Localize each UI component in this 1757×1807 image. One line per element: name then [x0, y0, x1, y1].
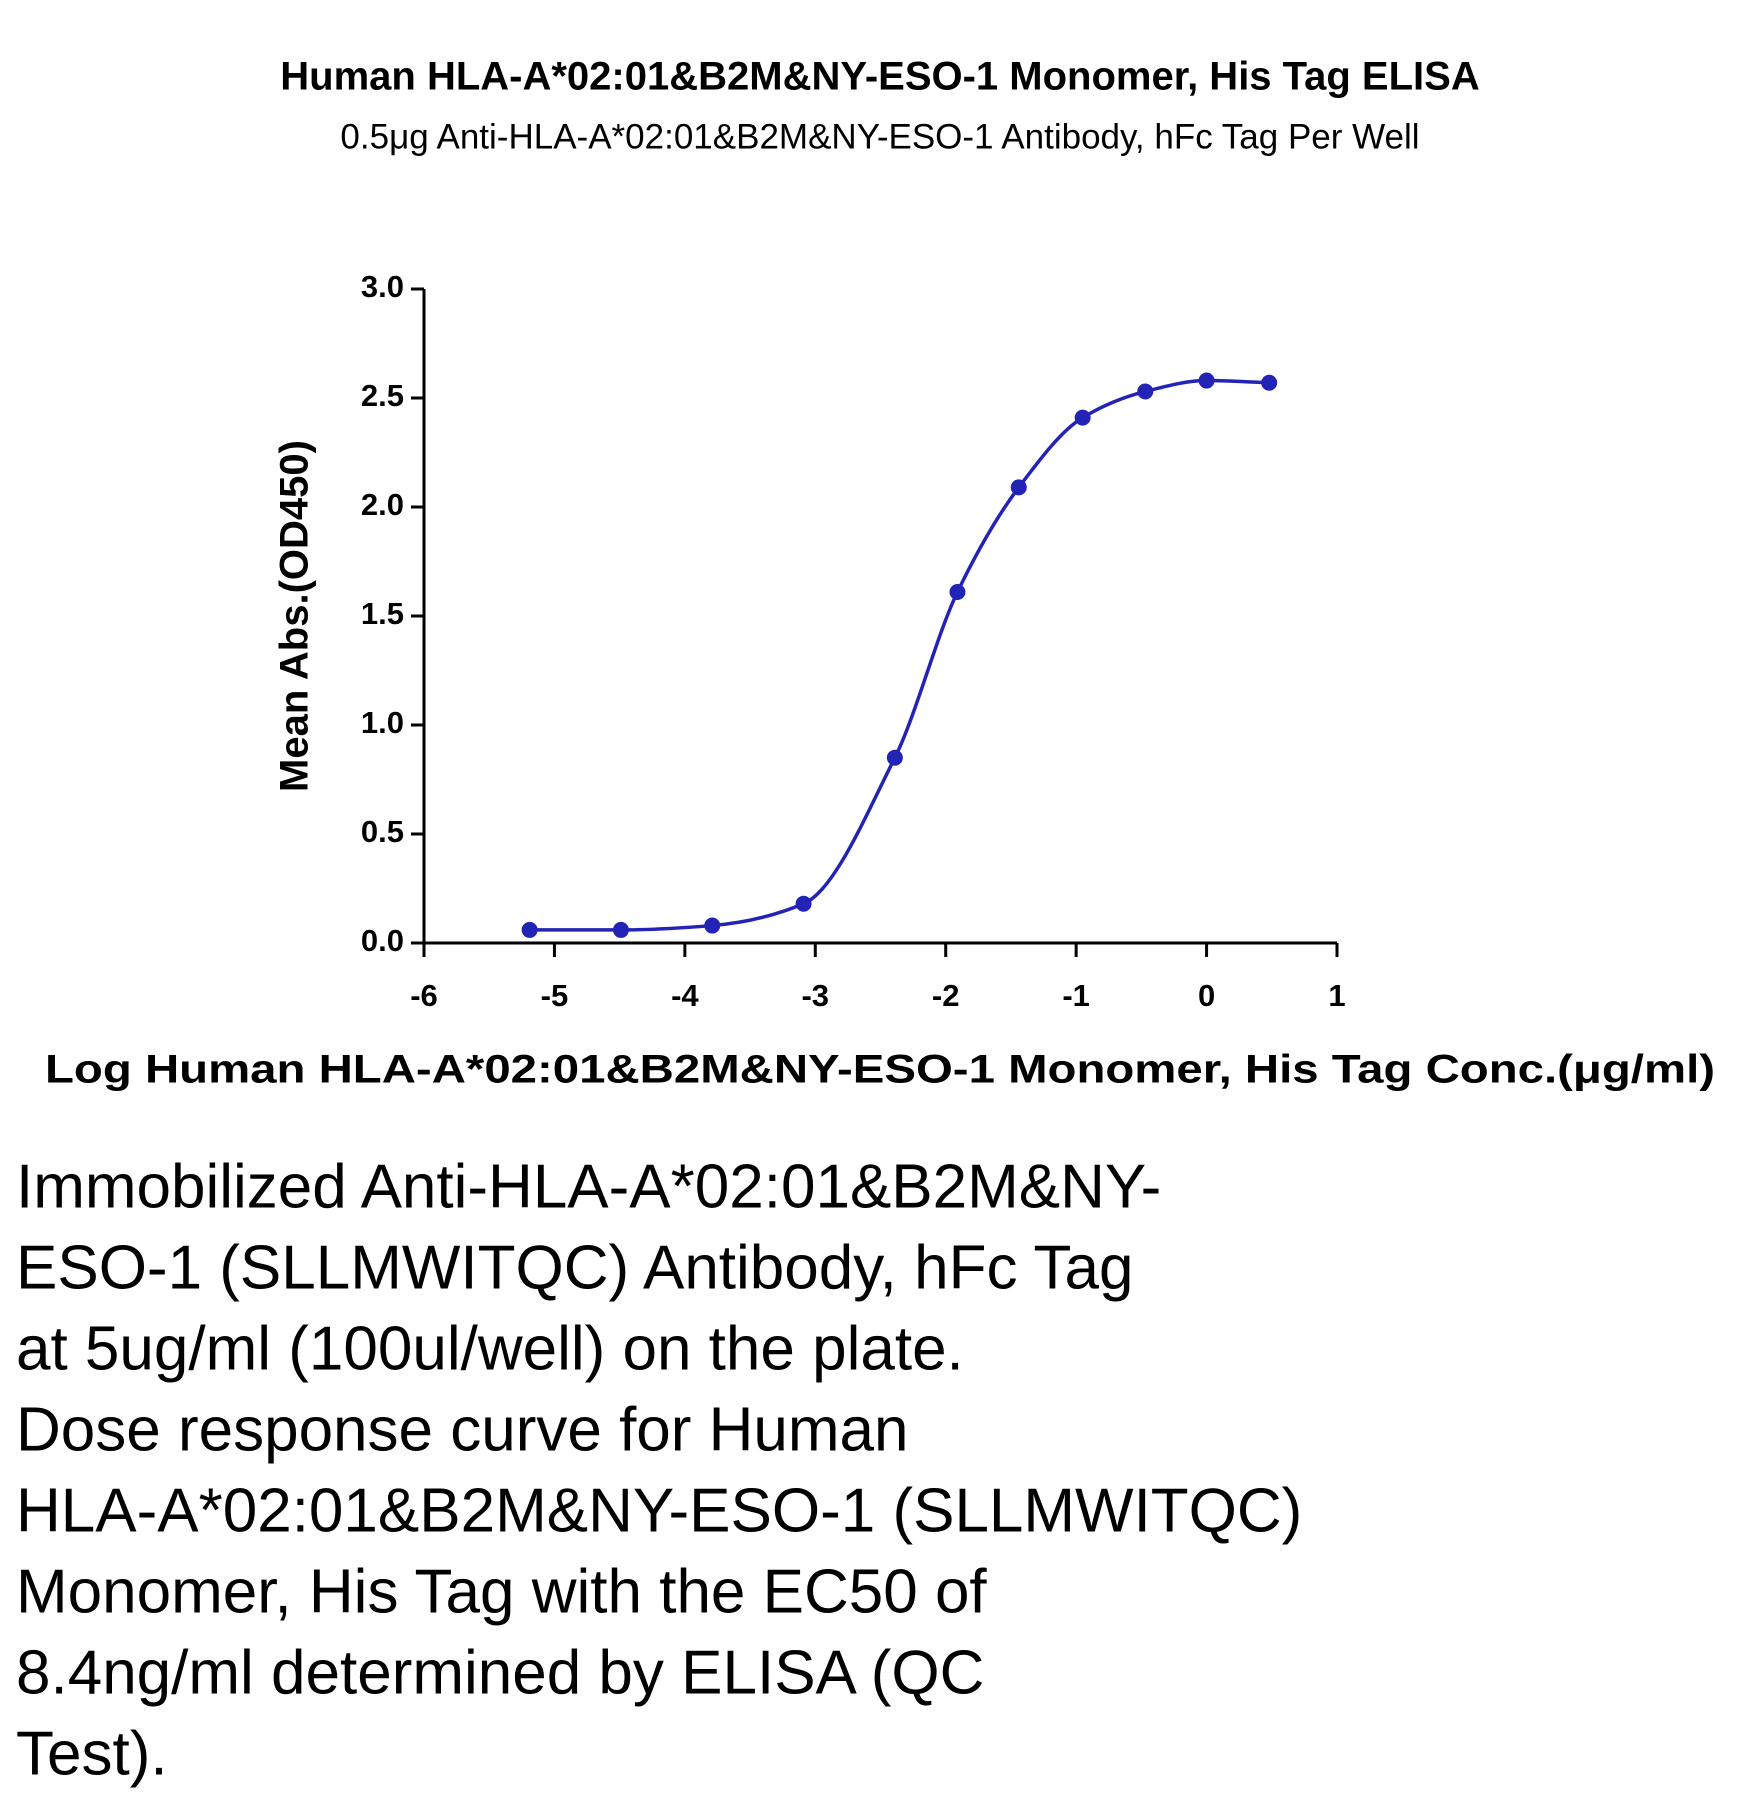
x-tick-label: 0 [1198, 978, 1215, 1013]
data-point [1137, 383, 1154, 400]
y-axis-label: Mean Abs.(OD450) [273, 440, 317, 792]
y-tick-label: 2.5 [361, 378, 404, 413]
x-axis-label: Log Human HLA-A*02:01&B2M&NY-ESO-1 Monom… [45, 1048, 1715, 1092]
description-line: Test). [16, 1719, 168, 1788]
data-point [949, 584, 966, 601]
x-tick-label: -2 [932, 978, 960, 1013]
description-line: Monomer, His Tag with the EC50 of [16, 1557, 987, 1626]
description-line: at 5ug/ml (100ul/well) on the plate. [16, 1314, 964, 1383]
data-point [795, 895, 812, 912]
description-line: 8.4ng/ml determined by ELISA (QC [16, 1638, 984, 1707]
description: Immobilized Anti-HLA-A*02:01&B2M&NY- ESO-… [16, 1152, 1302, 1788]
y-tick-label: 2.0 [361, 487, 404, 522]
data-point [1074, 409, 1091, 426]
data-point [704, 917, 721, 934]
chart-subtitle: 0.5μg Anti-HLA-A*02:01&B2M&NY-ESO-1 Anti… [340, 117, 1419, 156]
description-line: Immobilized Anti-HLA-A*02:01&B2M&NY- [16, 1152, 1161, 1221]
data-point [521, 921, 538, 938]
y-tick-label: 1.0 [361, 705, 404, 740]
y-tick-label: 1.5 [361, 596, 404, 631]
x-tick-label: -1 [1062, 978, 1090, 1013]
x-tick-label: -4 [671, 978, 699, 1013]
data-point [1198, 372, 1215, 389]
y-tick-label: 0.0 [361, 923, 404, 958]
y-tick-label: 0.5 [361, 814, 404, 849]
data-point [612, 921, 629, 938]
data-point [1261, 374, 1278, 391]
x-tick-label: 1 [1328, 978, 1345, 1013]
x-tick-label: -5 [541, 978, 569, 1013]
chart-title: Human HLA-A*02:01&B2M&NY-ESO-1 Monomer, … [280, 55, 1479, 99]
x-tick-label: -6 [410, 978, 438, 1013]
x-tick-label: -3 [801, 978, 829, 1013]
description-line: HLA-A*02:01&B2M&NY-ESO-1 (SLLMWITQC) [16, 1476, 1302, 1545]
data-point [1010, 479, 1027, 496]
fit-curve [529, 378, 1270, 932]
description-line: Dose response curve for Human [16, 1395, 909, 1464]
y-tick-label: 3.0 [361, 269, 404, 304]
description-line: ESO-1 (SLLMWITQC) Antibody, hFc Tag [16, 1233, 1134, 1302]
data-point [886, 749, 903, 766]
